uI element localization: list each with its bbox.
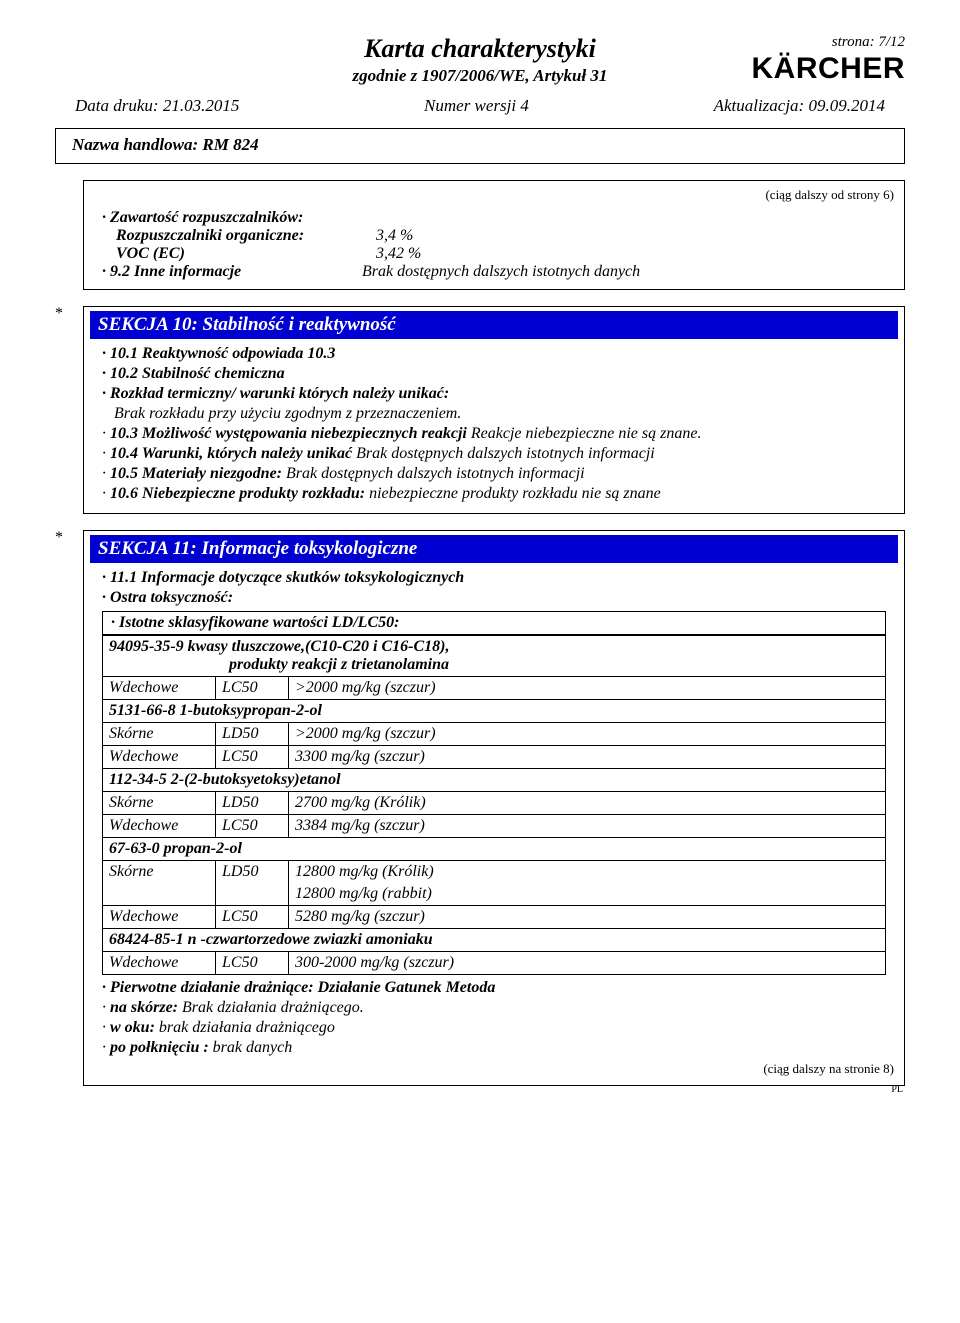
sec10-incompat-label: 10.5 Materiały niezgodne:: [110, 465, 282, 482]
route-cell: Wdechowe: [103, 677, 216, 700]
route-cell: Wdechowe: [103, 815, 216, 838]
section-10-heading: SEKCJA 10: Stabilność i reaktywność: [90, 311, 898, 339]
page-header: strona: 7/12 KÄRCHER Karta charakterysty…: [55, 34, 905, 116]
substance-1-line1: 94095-35-9 kwasy tluszczowe,(C10-C20 i C…: [109, 638, 449, 655]
sec11-acute: Ostra toksyczność:: [102, 589, 886, 607]
value-cell: 3300 mg/kg (szczur): [289, 746, 886, 769]
solvent-value: 3,4 %: [376, 227, 413, 245]
sec10-decomp-header: Rozkład termiczny/ warunki których należ…: [102, 385, 886, 403]
page-number: strona: 7/12: [832, 34, 905, 51]
irritant-primary-value: Działanie Gatunek Metoda: [318, 979, 496, 996]
value-cell: 5280 mg/kg (szczur): [289, 906, 886, 929]
sec10-reactivity: 10.1 Reaktywność odpowiada 10.3: [102, 345, 886, 363]
section-9-tail-box: (ciąg dalszy od strony 6) Zawartość rozp…: [83, 180, 905, 290]
route-cell: Skórne: [103, 792, 216, 815]
irritant-skin-label: na skórze:: [110, 999, 178, 1016]
change-marker: *: [55, 306, 83, 322]
revision-date: Aktualizacja: 09.09.2014: [714, 96, 885, 116]
irritant-swallow-value: brak danych: [209, 1039, 293, 1056]
other-info-value: Brak dostępnych dalszych istotnych danyc…: [362, 263, 640, 281]
test-cell: LC50: [216, 677, 289, 700]
brand-logo: KÄRCHER: [752, 52, 906, 86]
change-marker: *: [55, 530, 83, 546]
route-cell: Skórne: [103, 723, 216, 746]
irritant-swallow-label: po połknięciu :: [110, 1039, 209, 1056]
solvent-content-header: Zawartość rozpuszczalników:: [102, 209, 886, 227]
sec11-info: 11.1 Informacje dotyczące skutków toksyk…: [102, 569, 886, 587]
ldlc50-title: Istotne sklasyfikowane wartości LD/LC50:: [103, 612, 885, 635]
substance-3: 112-34-5 2-(2-butoksyetoksy)etanol: [103, 769, 885, 792]
section-11-box: SEKCJA 11: Informacje toksykologiczne 11…: [83, 530, 905, 1086]
test-cell: LC50: [216, 746, 289, 769]
irritant-skin-value: Brak działania drażniącego.: [178, 999, 364, 1016]
other-info-label: 9.2 Inne informacje: [102, 263, 362, 281]
irritant-eye-value: brak działania drażniącego: [155, 1019, 335, 1036]
sec10-decomp-text: Brak rozkładu przy użyciu zgodnym z prze…: [102, 405, 886, 423]
route-cell: Wdechowe: [103, 906, 216, 929]
sec10-avoid-value: Brak dostępnych dalszych istotnych infor…: [352, 445, 655, 462]
value-cell: 12800 mg/kg (rabbit): [289, 883, 886, 906]
test-cell: LD50: [216, 792, 289, 815]
sec10-hazprod-label: 10.6 Niebezpieczne produkty rozkładu:: [110, 485, 365, 502]
route-cell: Wdechowe: [103, 746, 216, 769]
ldlc50-table: 94095-35-9 kwasy tluszczowe,(C10-C20 i C…: [103, 635, 885, 974]
substance-4: 67-63-0 propan-2-ol: [103, 838, 885, 861]
sec10-stability: 10.2 Stabilność chemiczna: [102, 365, 886, 383]
test-cell: LD50: [216, 861, 289, 906]
sec10-incompat-value: Brak dostępnych dalszych istotnych infor…: [282, 465, 585, 482]
test-cell: LC50: [216, 815, 289, 838]
test-cell: LC50: [216, 952, 289, 975]
trade-name: Nazwa handlowa: RM 824: [72, 135, 259, 154]
value-cell: 3384 mg/kg (szczur): [289, 815, 886, 838]
substance-2: 5131-66-8 1-butoksypropan-2-ol: [103, 700, 885, 723]
value-cell: 12800 mg/kg (Królik): [289, 861, 886, 884]
print-date: Data druku: 21.03.2015: [75, 96, 239, 116]
value-cell: 2700 mg/kg (Królik): [289, 792, 886, 815]
sec10-hazreact-value: Reakcje niebezpieczne nie są znane.: [467, 425, 702, 442]
continued-on: (ciąg dalszy na stronie 8): [84, 1061, 904, 1077]
sec10-hazreact-label: 10.3 Możliwość występowania niebezpieczn…: [110, 425, 467, 442]
value-cell: >2000 mg/kg (szczur): [289, 677, 886, 700]
test-cell: LD50: [216, 723, 289, 746]
irritant-eye-label: w oku:: [110, 1019, 155, 1036]
sec10-hazprod-value: niebezpieczne produkty rozkładu nie są z…: [365, 485, 661, 502]
version-number: Numer wersji 4: [424, 96, 529, 116]
section-11-heading: SEKCJA 11: Informacje toksykologiczne: [90, 535, 898, 563]
continued-from: (ciąg dalszy od strony 6): [84, 187, 904, 203]
irritant-primary-label: Pierwotne działanie drażniące:: [110, 979, 318, 996]
value-cell: >2000 mg/kg (szczur): [289, 723, 886, 746]
section-10-box: SEKCJA 10: Stabilność i reaktywność 10.1…: [83, 306, 905, 514]
sec10-avoid-label: 10.4 Warunki, których należy unikać: [110, 445, 352, 462]
route-cell: Wdechowe: [103, 952, 216, 975]
substance-1-line2: produkty reakcji z trietanolamina: [109, 656, 449, 673]
test-cell: LC50: [216, 906, 289, 929]
voc-value: 3,42 %: [376, 245, 421, 263]
substance-5: 68424-85-1 n -czwartorzedowe zwiazki amo…: [103, 929, 885, 952]
trade-name-box: Nazwa handlowa: RM 824: [55, 128, 905, 164]
route-cell: Skórne: [103, 861, 216, 906]
ldlc50-table-box: Istotne sklasyfikowane wartości LD/LC50:…: [102, 611, 886, 975]
voc-label: VOC (EC): [116, 245, 376, 263]
solvent-label: Rozpuszczalniki organiczne:: [116, 227, 376, 245]
value-cell: 300-2000 mg/kg (szczur): [289, 952, 886, 975]
